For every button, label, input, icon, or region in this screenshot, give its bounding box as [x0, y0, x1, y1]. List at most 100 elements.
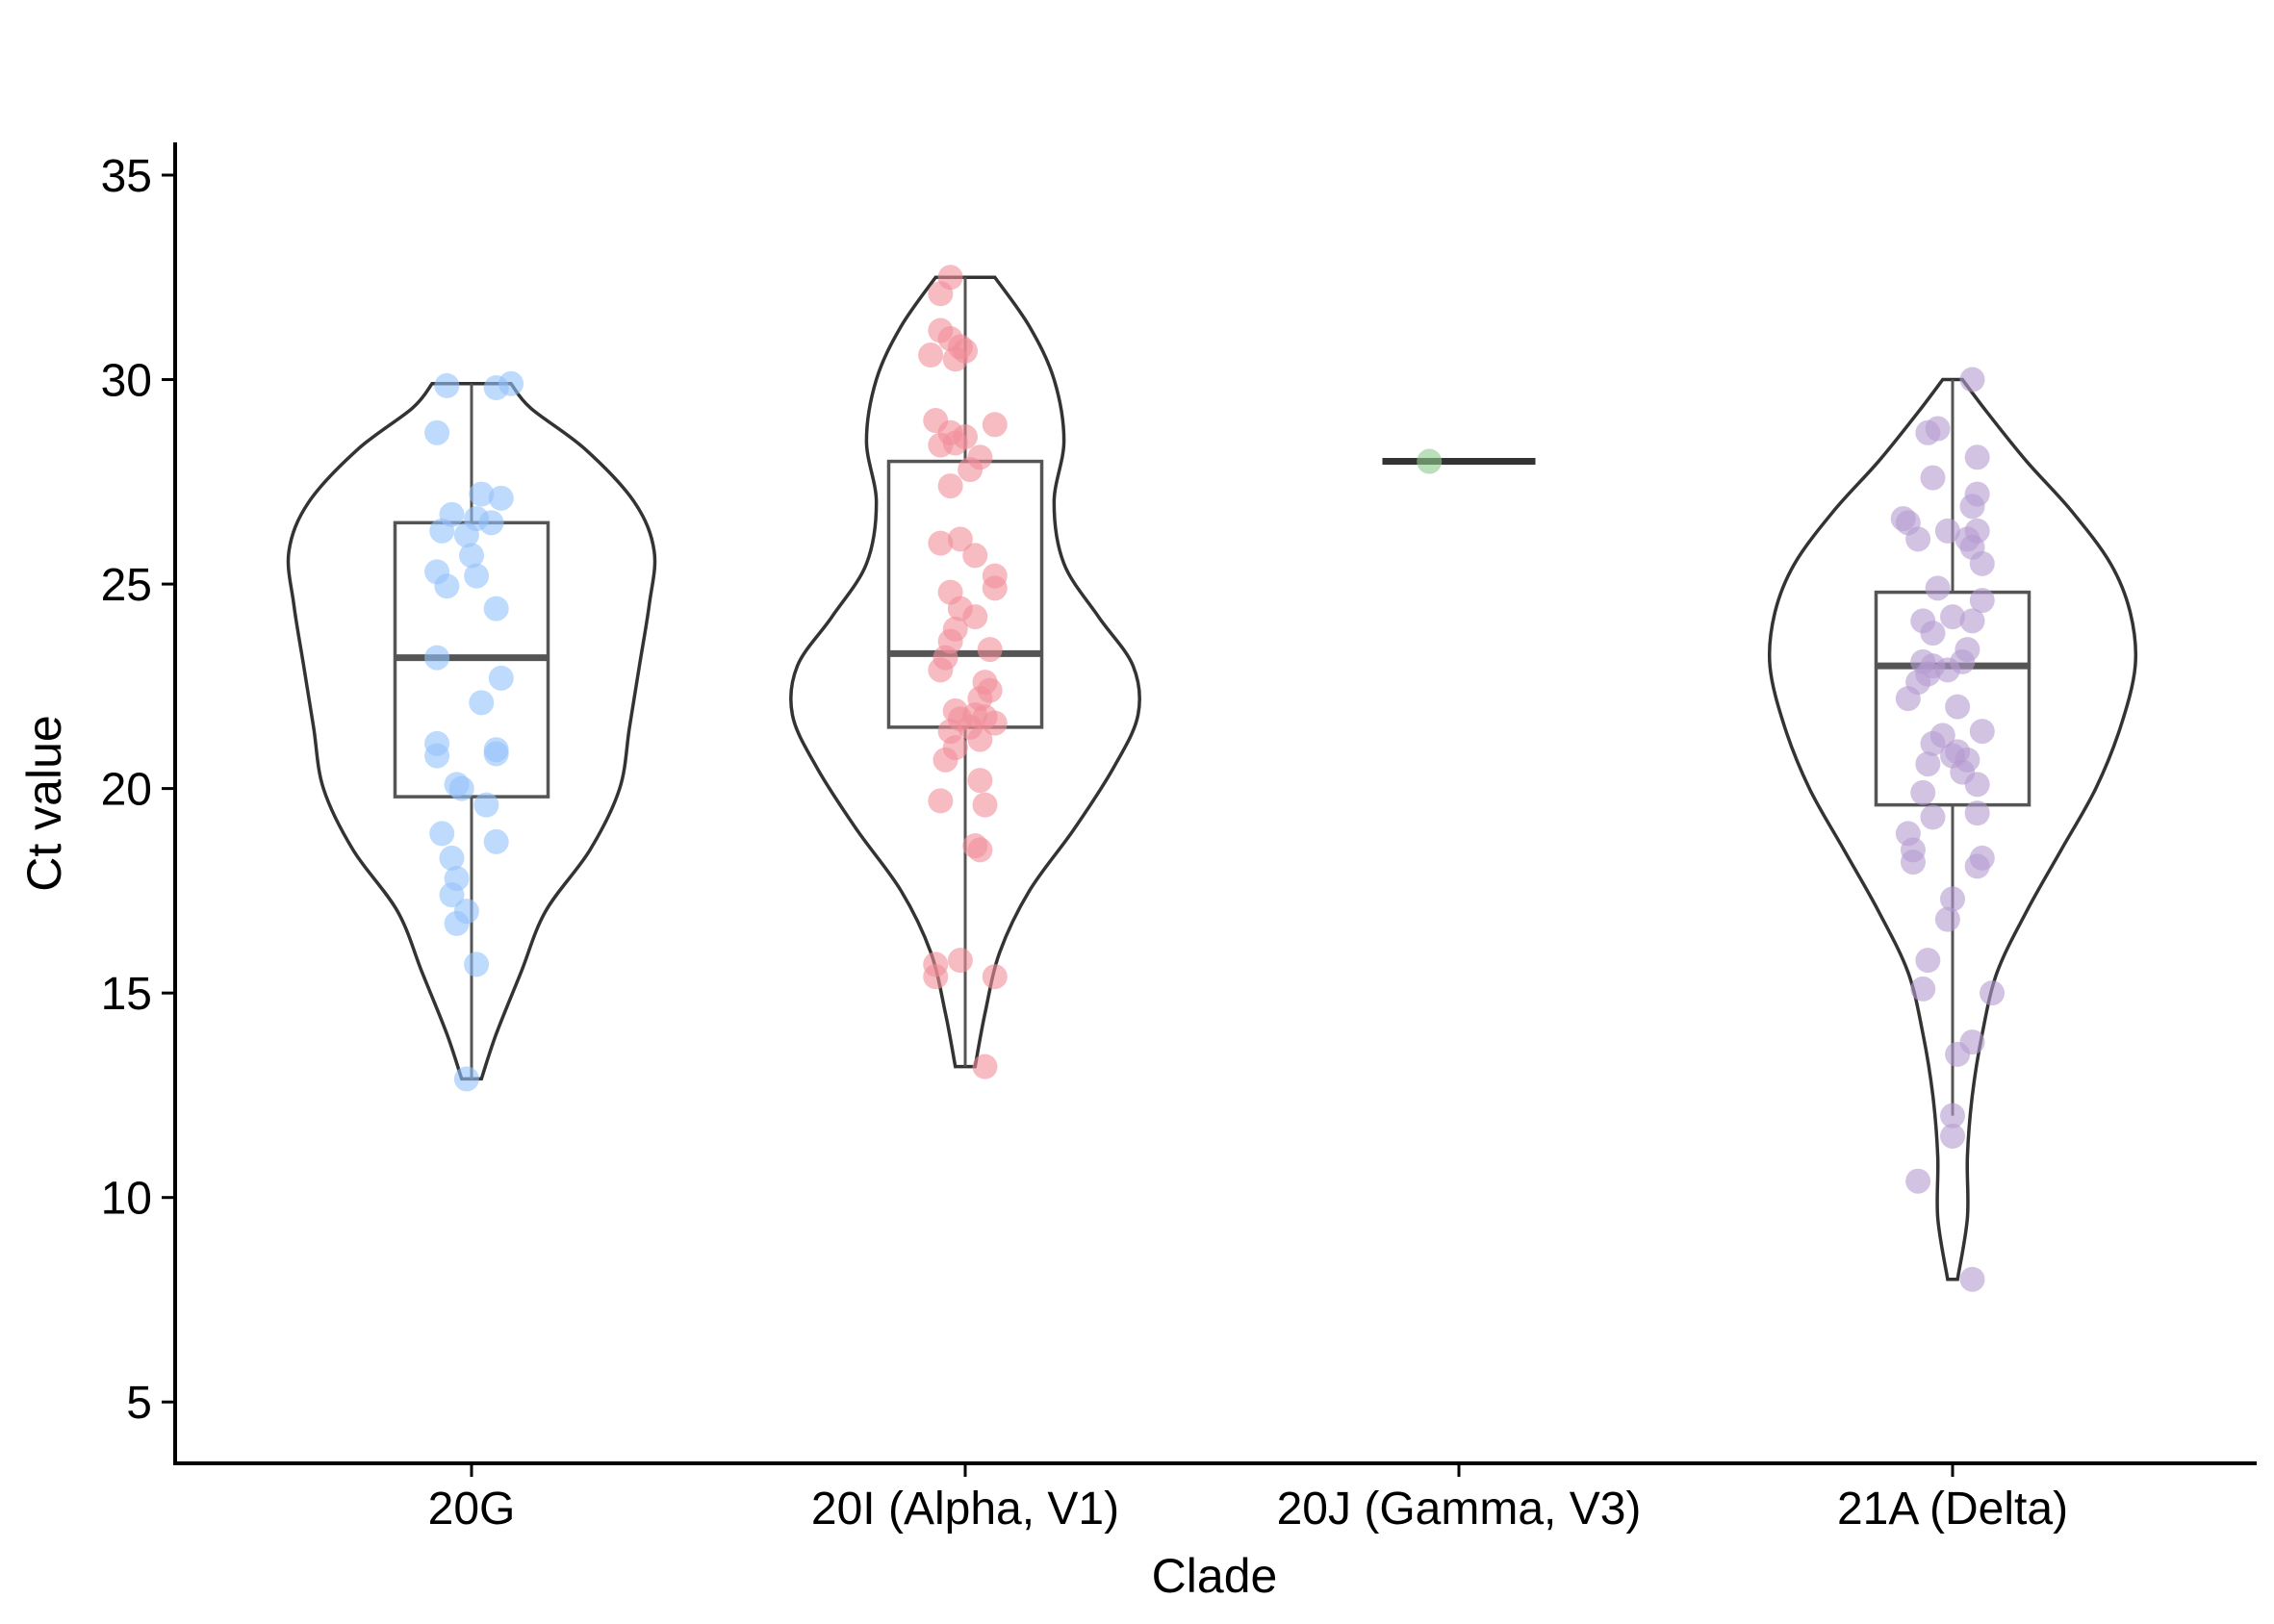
data-point	[478, 510, 504, 536]
data-point	[453, 1066, 479, 1092]
data-point	[1964, 800, 1990, 826]
data-point	[1969, 719, 1995, 745]
data-point	[923, 964, 949, 990]
data-point	[473, 792, 499, 818]
data-point	[962, 604, 988, 630]
data-point	[1920, 465, 1946, 491]
data-point	[982, 964, 1008, 990]
data-point	[459, 543, 484, 569]
y-tick-label: 15	[101, 969, 152, 1020]
data-point	[1964, 853, 1990, 879]
data-point	[942, 430, 968, 456]
data-point	[1959, 367, 1985, 393]
data-point	[429, 821, 455, 847]
data-point	[1945, 694, 1971, 720]
data-point	[1925, 575, 1951, 601]
data-point	[434, 372, 460, 398]
data-point	[469, 481, 495, 507]
data-point	[1980, 980, 2006, 1006]
data-point	[1959, 494, 1985, 520]
data-point	[424, 645, 450, 671]
x-tick-label: 20I (Alpha, V1)	[811, 1484, 1119, 1535]
violin-layer	[286, 275, 2138, 1281]
tick-layer: 5 10 15 20 25 30 35 20G 20I (Alpha, V1) 20J (Gamm…	[101, 151, 2068, 1535]
data-point	[1959, 608, 1985, 634]
data-point	[1895, 686, 1921, 712]
data-point	[429, 518, 455, 544]
data-point	[424, 419, 450, 445]
data-point	[483, 596, 509, 622]
data-point	[498, 370, 524, 396]
data-point	[947, 948, 973, 974]
data-point	[928, 657, 954, 683]
data-point	[434, 573, 460, 599]
data-point	[1900, 850, 1926, 875]
data-point	[933, 747, 958, 773]
data-point	[439, 845, 465, 871]
data-point	[928, 281, 954, 307]
data-point	[448, 775, 474, 801]
data-point	[1934, 657, 1960, 683]
axes-layer	[173, 142, 2257, 1465]
violin-shape	[789, 275, 1141, 1069]
data-point	[1940, 604, 1965, 630]
data-point	[483, 741, 509, 767]
data-point	[967, 726, 993, 752]
box-iqr	[1874, 590, 2031, 807]
box-iqr	[886, 459, 1044, 729]
data-point	[937, 473, 963, 499]
data-point	[972, 1053, 998, 1079]
data-point	[1969, 588, 1995, 614]
data-point	[464, 563, 490, 589]
data-point	[1905, 526, 1931, 552]
y-tick-label: 30	[101, 356, 152, 407]
data-point	[1940, 1123, 1965, 1149]
data-point	[1915, 751, 1941, 777]
data-point	[1945, 1041, 1971, 1067]
data-point	[1925, 416, 1951, 442]
data-point	[444, 910, 470, 936]
y-tick-label: 25	[101, 560, 152, 611]
y-tick-label: 20	[101, 765, 152, 816]
data-point	[488, 485, 514, 511]
y-tick-label: 10	[101, 1174, 152, 1225]
data-point	[942, 346, 968, 372]
data-point	[928, 530, 954, 556]
violin-shape	[286, 382, 657, 1081]
x-axis-title: Clade	[1152, 1549, 1278, 1603]
data-point	[1964, 444, 1990, 470]
data-point	[483, 828, 509, 854]
data-point	[1920, 804, 1946, 830]
data-point	[967, 768, 993, 794]
data-point	[424, 743, 450, 769]
data-point	[1417, 448, 1443, 474]
x-tick-label: 21A (Delta)	[1837, 1484, 2068, 1535]
data-point	[1934, 518, 1960, 544]
point-layer	[424, 265, 2006, 1292]
data-point	[962, 543, 988, 569]
data-point	[918, 343, 944, 368]
data-point	[1915, 661, 1941, 687]
data-point	[1959, 1266, 1985, 1292]
data-point	[453, 522, 479, 548]
data-point	[977, 637, 1003, 663]
data-point	[1969, 550, 1995, 576]
x-tick-label: 20J (Gamma, V3)	[1277, 1484, 1642, 1535]
data-point	[1910, 779, 1936, 805]
data-point	[1940, 886, 1965, 912]
boxplot-layer	[393, 277, 2031, 1116]
data-point	[1940, 1103, 1965, 1129]
data-point	[488, 665, 514, 691]
data-point	[1964, 772, 1990, 798]
data-point	[1920, 730, 1946, 756]
data-point	[958, 457, 984, 483]
data-point	[947, 526, 973, 552]
data-point	[1920, 621, 1946, 647]
data-point	[967, 837, 993, 863]
y-axis-title: Ct value	[17, 715, 71, 891]
data-point	[982, 575, 1008, 601]
data-point	[439, 882, 465, 908]
data-point	[1934, 906, 1960, 932]
data-point	[1915, 948, 1941, 974]
